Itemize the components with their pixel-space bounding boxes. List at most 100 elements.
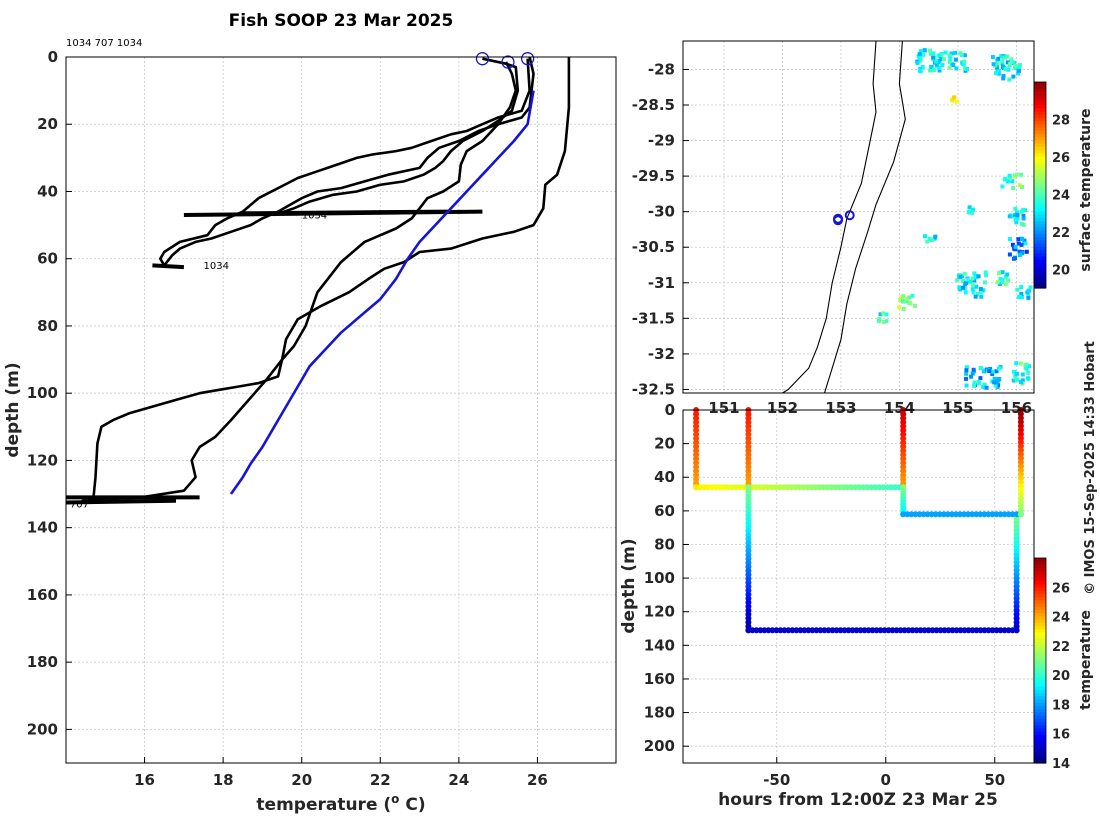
sst-pixel [1017, 249, 1022, 254]
temperature-colorbar-segment [1034, 737, 1046, 742]
sst-colorbar-tick-label: 22 [1052, 226, 1070, 241]
temperature-sample-dot [989, 511, 996, 518]
temperature-colorbar-segment [1034, 734, 1046, 738]
temperature-colorbar-segment [1034, 715, 1046, 719]
profile-x-tick-label: 18 [213, 771, 234, 789]
sst-colorbar-segment [1034, 217, 1046, 221]
sst-colorbar-segment [1034, 252, 1046, 257]
sst-pixel [969, 374, 973, 379]
sst-pixel [1019, 291, 1024, 296]
temperature-colorbar-segment [1034, 625, 1046, 630]
sst-pixel [1013, 217, 1018, 222]
sst-pixel [1015, 71, 1020, 76]
sst-colorbar-segment [1034, 188, 1046, 192]
temperature-colorbar-segment [1034, 759, 1046, 764]
sst-pixel [1013, 213, 1017, 218]
temperature-colorbar-segment [1034, 634, 1046, 639]
sst-pixel [962, 53, 967, 58]
sst-colorbar-segment [1034, 178, 1046, 183]
temperature-colorbar-segment [1034, 654, 1046, 658]
sst-pixel [962, 66, 967, 71]
temperature-sample-dot [1017, 427, 1024, 433]
sst-pixel [1014, 172, 1019, 177]
sst-pixel [996, 56, 1001, 61]
sst-pixel [908, 301, 913, 306]
sst-pixel [1015, 213, 1020, 218]
sst-pixel [937, 68, 942, 73]
sst-colorbar-segment [1034, 281, 1046, 286]
timeseries-x-tick-label: 0 [881, 771, 891, 789]
sst-pixel [901, 307, 906, 311]
sst-pixel [876, 318, 881, 323]
profile-line [65, 498, 177, 505]
sst-colorbar-segment [1034, 284, 1046, 289]
sst-pixel [964, 371, 969, 376]
profile-x-label: temperature (o C) [256, 792, 425, 815]
temperature-colorbar-segment [1034, 724, 1046, 729]
profile-annotation: 707 [70, 499, 89, 510]
sst-colorbar-segment [1034, 139, 1046, 144]
sst-colorbar-segment [1034, 172, 1046, 176]
sst-pixel [918, 68, 922, 73]
temperature-colorbar-segment [1034, 583, 1046, 588]
temperature-sample-dot [1017, 475, 1024, 482]
temperature-sample-dot [936, 511, 943, 518]
temperature-sample-dot [900, 435, 907, 442]
temperature-colorbar-segment [1034, 663, 1046, 668]
temperature-profile-panel: 16 18 20 22 24 26 0 20 40 60 80 100 120 140 160 180 200 1… [27, 48, 617, 789]
temperature-colorbar-segment [1034, 580, 1046, 585]
temperature-sample-dot [900, 511, 907, 518]
sst-pixel [921, 52, 926, 57]
temperature-colorbar-segment [1034, 689, 1046, 694]
temperature-sample-dot [693, 447, 700, 454]
sst-pixel [1021, 216, 1026, 221]
timeseries-y-tick-label: 180 [644, 704, 675, 722]
sst-pixel [1019, 172, 1024, 177]
temperature-sample-dot [928, 511, 935, 518]
temperature-colorbar-segment [1034, 676, 1046, 681]
profile-y-tick-label: 120 [27, 451, 58, 469]
temperature-colorbar-tick-label: 16 [1052, 728, 1070, 743]
depth-timeseries-panel: -50 0 50 0 20 40 60 80 100 120 140 160 180 200 14 16 18 2… [644, 401, 1070, 789]
sst-pixel [1023, 241, 1028, 246]
map-lat-tick-label: -28.5 [632, 96, 675, 114]
deployment-marker [833, 215, 844, 226]
temperature-colorbar-segment [1034, 727, 1046, 732]
sst-pixel [961, 278, 966, 283]
sst-colorbar-segment [1034, 268, 1046, 273]
temperature-colorbar-segment [1034, 695, 1046, 700]
sst-colorbar-segment [1034, 156, 1046, 160]
sst-pixel [953, 57, 958, 62]
sst-pixel [939, 57, 944, 61]
sst-pixel [972, 380, 977, 385]
profile-annotation: 1034 [204, 261, 229, 272]
sst-pixel [929, 238, 934, 242]
profile-y-tick-label: 100 [27, 384, 58, 402]
sst-colorbar-segment [1034, 262, 1046, 267]
profile-x-tick-label: 24 [448, 771, 469, 789]
sst-pixel [997, 366, 1002, 371]
sst-pixel [965, 67, 969, 71]
profile-line [81, 61, 518, 503]
sst-colorbar-segment [1034, 242, 1046, 247]
sst-pixel [976, 274, 981, 279]
sst-colorbar-segment [1034, 88, 1046, 93]
sst-pixel [1003, 282, 1008, 287]
profile-start-marker [475, 52, 490, 66]
sst-pixel [949, 51, 954, 56]
sst-pixel [934, 62, 939, 67]
map-lon-tick-label: 154 [884, 399, 915, 417]
temperature-colorbar-segment [1034, 743, 1046, 748]
sst-pixel [976, 379, 981, 384]
map-lat-tick-label: -30.5 [632, 238, 675, 256]
profile-y-tick-label: 20 [37, 115, 58, 133]
sst-colorbar-segment [1034, 162, 1046, 167]
sst-pixel [884, 319, 889, 324]
sst-colorbar-segment [1034, 210, 1046, 215]
sst-colorbar-segment [1034, 165, 1046, 170]
sst-pixel [928, 68, 933, 73]
sst-colorbar-segment [1034, 275, 1046, 279]
sst-pixel [947, 53, 952, 58]
sst-colorbar-segment [1034, 133, 1046, 138]
